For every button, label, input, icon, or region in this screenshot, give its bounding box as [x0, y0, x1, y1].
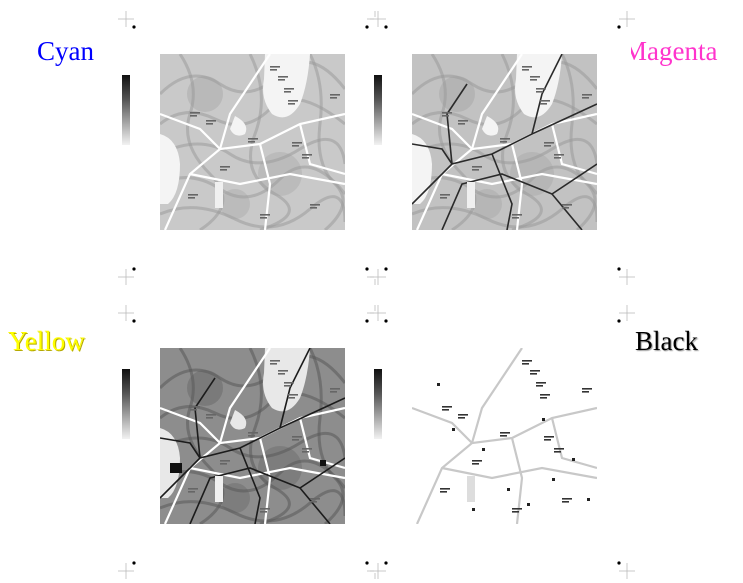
grayscale-ramp-icon	[122, 75, 130, 145]
yellow-separation-plate	[122, 311, 379, 573]
crosshair-registration-icon	[114, 559, 138, 583]
crosshair-registration-icon	[615, 265, 639, 289]
yellow-label: Yellow	[8, 326, 85, 356]
crosshair-registration-icon	[615, 7, 639, 31]
crosshair-registration-icon	[615, 301, 639, 325]
crosshair-registration-icon	[366, 265, 390, 289]
cyan-separation-plate	[122, 17, 379, 279]
crosshair-registration-icon	[366, 301, 390, 325]
magenta-label: Magenta	[623, 36, 717, 66]
black-separation-plate	[374, 311, 631, 573]
crosshair-registration-icon	[114, 7, 138, 31]
crosshair-registration-icon	[615, 559, 639, 583]
black-label: Black	[635, 326, 698, 356]
crosshair-registration-icon	[366, 7, 390, 31]
crosshair-registration-icon	[366, 559, 390, 583]
black-map-image	[412, 348, 597, 524]
yellow-map-image	[160, 348, 345, 524]
magenta-map-image	[412, 54, 597, 230]
cyan-map-image	[160, 54, 345, 230]
crosshair-registration-icon	[114, 265, 138, 289]
cyan-label: Cyan	[37, 36, 94, 66]
grayscale-ramp-icon	[374, 75, 382, 145]
grayscale-ramp-icon	[122, 369, 130, 439]
crosshair-registration-icon	[114, 301, 138, 325]
magenta-separation-plate	[374, 17, 631, 279]
grayscale-ramp-icon	[374, 369, 382, 439]
